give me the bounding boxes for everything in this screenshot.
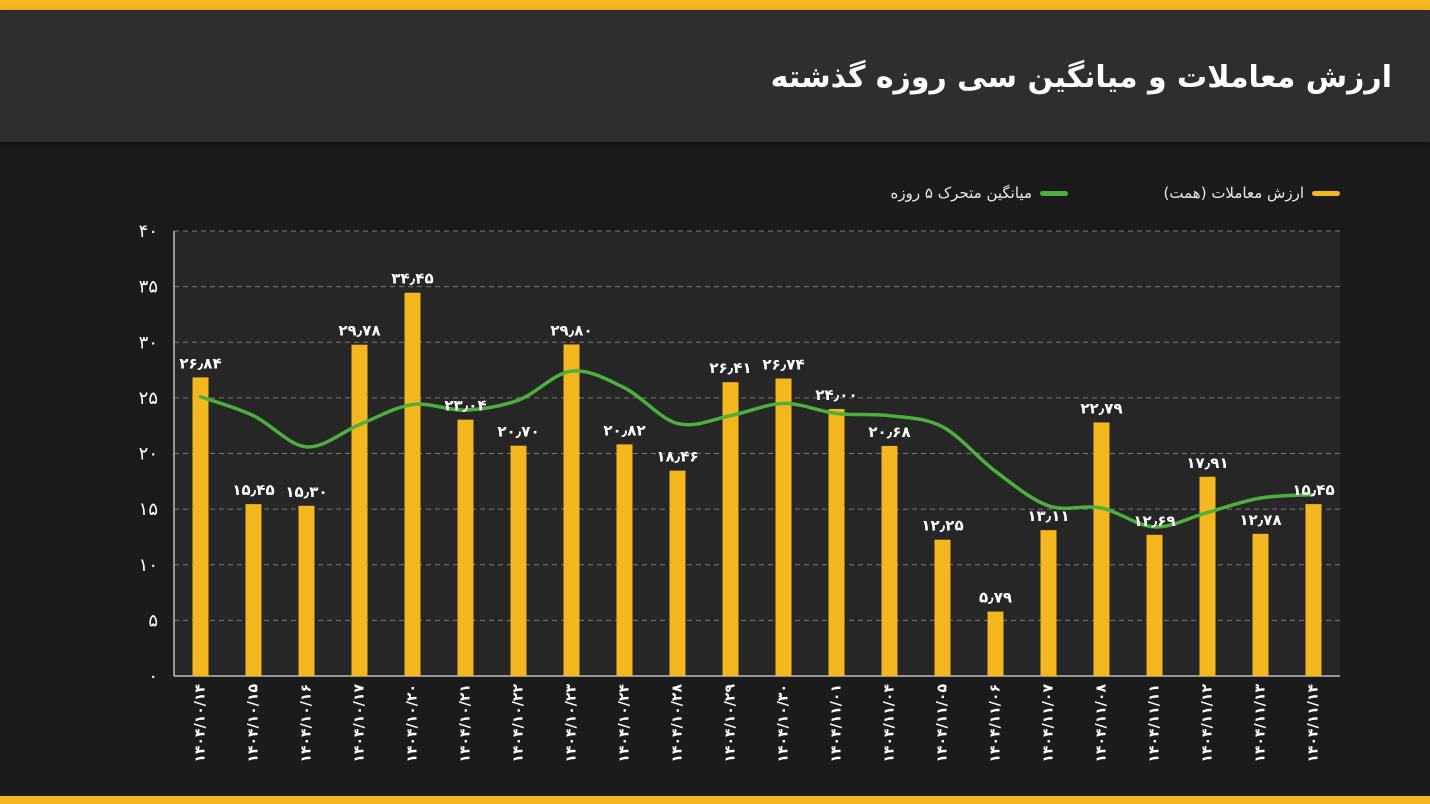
- data-label: ۲۴٫۰۰: [815, 386, 857, 404]
- x-tick-label: ۱۴۰۴/۱۰/۱۶: [299, 684, 315, 763]
- y-tick-label: ۵: [148, 610, 158, 631]
- chart-title: ارزش معاملات و میانگین سی روزه گذشته: [770, 60, 1392, 95]
- legend-item-line: میانگین متحرک ۵ روزه: [891, 178, 1068, 208]
- y-tick-label: ۳۵: [139, 277, 158, 298]
- data-label: ۲۲٫۷۹: [1080, 399, 1122, 417]
- x-tick-label: ۱۴۰۴/۱۱/۱۲: [1200, 684, 1216, 763]
- x-tick-label: ۱۴۰۴/۱۱/۱۳: [1253, 684, 1269, 763]
- bar: [1252, 533, 1269, 676]
- x-tick-label: ۱۴۰۴/۱۰/۲۹: [723, 684, 739, 763]
- data-label: ۵٫۷۹: [979, 589, 1012, 607]
- x-tick-label: ۱۴۰۴/۱۱/۰۴: [882, 684, 898, 763]
- bar: [616, 444, 633, 676]
- legend-swatch-line: [1040, 190, 1068, 196]
- data-label: ۲۶٫۷۴: [762, 356, 804, 374]
- legend-swatch-bars: [1312, 190, 1340, 196]
- bar: [457, 419, 474, 676]
- y-tick-label: ۴۰: [139, 221, 158, 242]
- data-label: ۲۹٫۷۸: [338, 322, 380, 340]
- y-tick-label: ۱۰: [139, 555, 158, 576]
- x-tick-label: ۱۴۰۴/۱۱/۰۷: [1041, 684, 1057, 763]
- data-label: ۱۵٫۳۰: [285, 483, 327, 501]
- x-tick-label: ۱۴۰۴/۱۰/۲۸: [670, 684, 686, 763]
- bar: [563, 344, 580, 676]
- bar: [510, 445, 527, 676]
- legend-item-bars: ارزش معاملات (همت): [1164, 178, 1340, 208]
- data-label: ۱۳٫۱۱: [1027, 507, 1069, 525]
- plot-area: [174, 231, 1340, 676]
- data-label: ۱۷٫۹۱: [1186, 454, 1228, 472]
- bar: [1305, 504, 1322, 676]
- x-tick-label: ۱۴۰۴/۱۰/۲۲: [511, 684, 527, 763]
- x-tick-label: ۱۴۰۴/۱۱/۰۵: [935, 684, 951, 763]
- y-tick-label: ۰: [148, 666, 158, 687]
- data-label: ۱۲٫۶۹: [1133, 512, 1175, 530]
- x-tick-label: ۱۴۰۴/۱۱/۱۱: [1147, 684, 1163, 763]
- data-label: ۱۵٫۴۵: [1292, 481, 1334, 499]
- data-label: ۲۰٫۶۸: [868, 423, 910, 441]
- data-label: ۱۲٫۲۵: [921, 517, 963, 535]
- x-tick-label: ۱۴۰۴/۱۱/۰۶: [988, 684, 1004, 763]
- legend-label-line: میانگین متحرک ۵ روزه: [890, 184, 1032, 202]
- bar: [1040, 530, 1057, 676]
- bar: [987, 611, 1004, 676]
- x-tick-label: ۱۴۰۴/۱۱/۱۴: [1306, 684, 1322, 763]
- x-tick-label: ۱۴۰۴/۱۰/۳۰: [776, 684, 792, 763]
- y-tick-label: ۲۵: [139, 388, 158, 409]
- x-tick-label: ۱۴۰۴/۱۰/۲۱: [458, 684, 474, 763]
- bar: [1093, 422, 1110, 676]
- top-accent-stripe: [0, 0, 1430, 10]
- data-label: ۲۳٫۰۴: [444, 397, 486, 415]
- bar: [351, 344, 368, 676]
- bar: [775, 378, 792, 676]
- legend-label-bars: ارزش معاملات (همت): [1163, 184, 1304, 202]
- bar: [881, 445, 898, 676]
- y-tick-label: ۳۰: [139, 332, 158, 353]
- y-tick-label: ۲۰: [139, 444, 158, 465]
- bar: [722, 382, 739, 676]
- bar: [934, 539, 951, 676]
- data-label: ۲۰٫۷۰: [497, 423, 539, 441]
- x-tick-label: ۱۴۰۴/۱۱/۰۱: [829, 684, 845, 763]
- x-tick-label: ۱۴۰۴/۱۰/۱۷: [352, 684, 368, 763]
- x-tick-label: ۱۴۰۴/۱۰/۲۴: [617, 684, 633, 763]
- chart-header: ارزش معاملات و میانگین سی روزه گذشته: [0, 10, 1430, 142]
- data-label: ۱۸٫۴۶: [656, 448, 698, 466]
- x-tick-label: ۱۴۰۴/۱۰/۱۵: [246, 684, 262, 763]
- moving-average-line: [198, 369, 1316, 529]
- bar: [1199, 476, 1216, 676]
- data-label: ۲۶٫۴۱: [709, 359, 751, 377]
- data-label: ۲۶٫۸۴: [179, 354, 221, 372]
- x-tick-label: ۱۴۰۴/۱۰/۲۰: [405, 684, 421, 763]
- bar: [404, 292, 421, 676]
- data-label: ۳۴٫۴۵: [391, 270, 433, 288]
- x-tick-label: ۱۴۰۴/۱۰/۲۳: [564, 684, 580, 763]
- x-tick-label: ۱۴۰۴/۱۰/۱۴: [193, 684, 209, 763]
- data-label: ۲۹٫۸۰: [550, 321, 592, 339]
- bar: [298, 505, 315, 676]
- data-label: ۱۵٫۴۵: [232, 481, 274, 499]
- bar: [192, 377, 209, 676]
- bottom-accent-stripe: [0, 796, 1430, 804]
- y-tick-label: ۱۵: [139, 499, 158, 520]
- data-label: ۲۰٫۸۲: [603, 421, 645, 439]
- bar: [828, 409, 845, 676]
- x-tick-label: ۱۴۰۴/۱۱/۰۸: [1094, 684, 1110, 763]
- data-label: ۱۲٫۷۸: [1239, 511, 1281, 529]
- bar: [245, 504, 262, 676]
- bar: [1146, 534, 1163, 676]
- bar: [669, 470, 686, 676]
